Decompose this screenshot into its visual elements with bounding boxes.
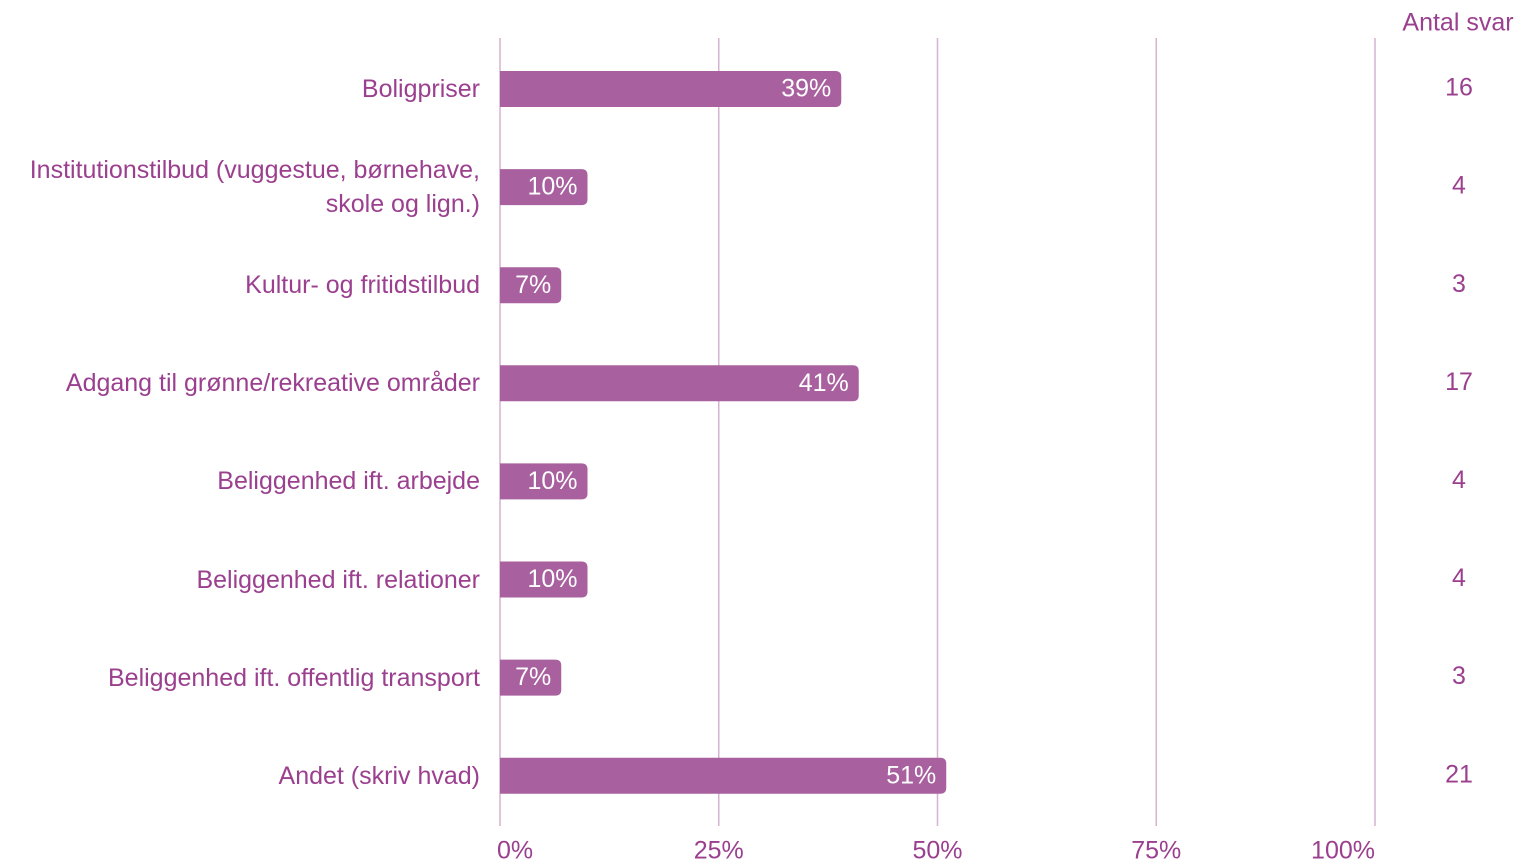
bar [500,463,588,500]
category-label: Beliggenhed ift. arbejde [217,467,480,496]
category-label: Beliggenhed ift. relationer [196,565,480,594]
count-label: 4 [1452,466,1466,494]
bar [500,561,588,598]
count-label: 16 [1445,74,1473,102]
value-label: 10% [527,173,577,201]
value-label: 51% [886,761,936,789]
value-label: 41% [799,369,849,397]
count-label: 21 [1445,760,1473,788]
category-label: Beliggenhed ift. offentlig transport [107,663,480,692]
category-label: Andet (skriv hvad) [278,761,480,790]
count-label: 17 [1445,368,1473,396]
bar [500,365,859,402]
category-label: Boligpriser [361,75,480,103]
bar [500,757,947,794]
count-label: 4 [1452,564,1466,592]
value-label: 39% [781,75,831,103]
value-label: 10% [527,467,577,495]
x-tick-label: 50% [912,837,962,864]
value-label: 7% [515,271,551,299]
x-tick-label: 75% [1131,837,1181,864]
bar [500,169,588,206]
x-tick-label: 25% [694,837,744,864]
value-label: 10% [527,565,577,593]
category-label: Kultur- og fritidstilbud [245,271,480,300]
x-tick-label: 100% [1311,837,1375,864]
bar [500,267,562,304]
count-label: 3 [1452,270,1466,298]
count-header: Antal svar [1402,9,1513,37]
x-tick-label: 0% [497,837,533,864]
count-label: 3 [1452,662,1466,690]
category-label: Institutionstilbud (vuggestue, børnehave… [29,156,480,219]
count-label: 4 [1452,172,1466,200]
bar [500,659,562,696]
value-label: 7% [515,663,551,691]
category-label: Adgang til grønne/rekreative områder [65,369,480,398]
bar [500,71,842,107]
